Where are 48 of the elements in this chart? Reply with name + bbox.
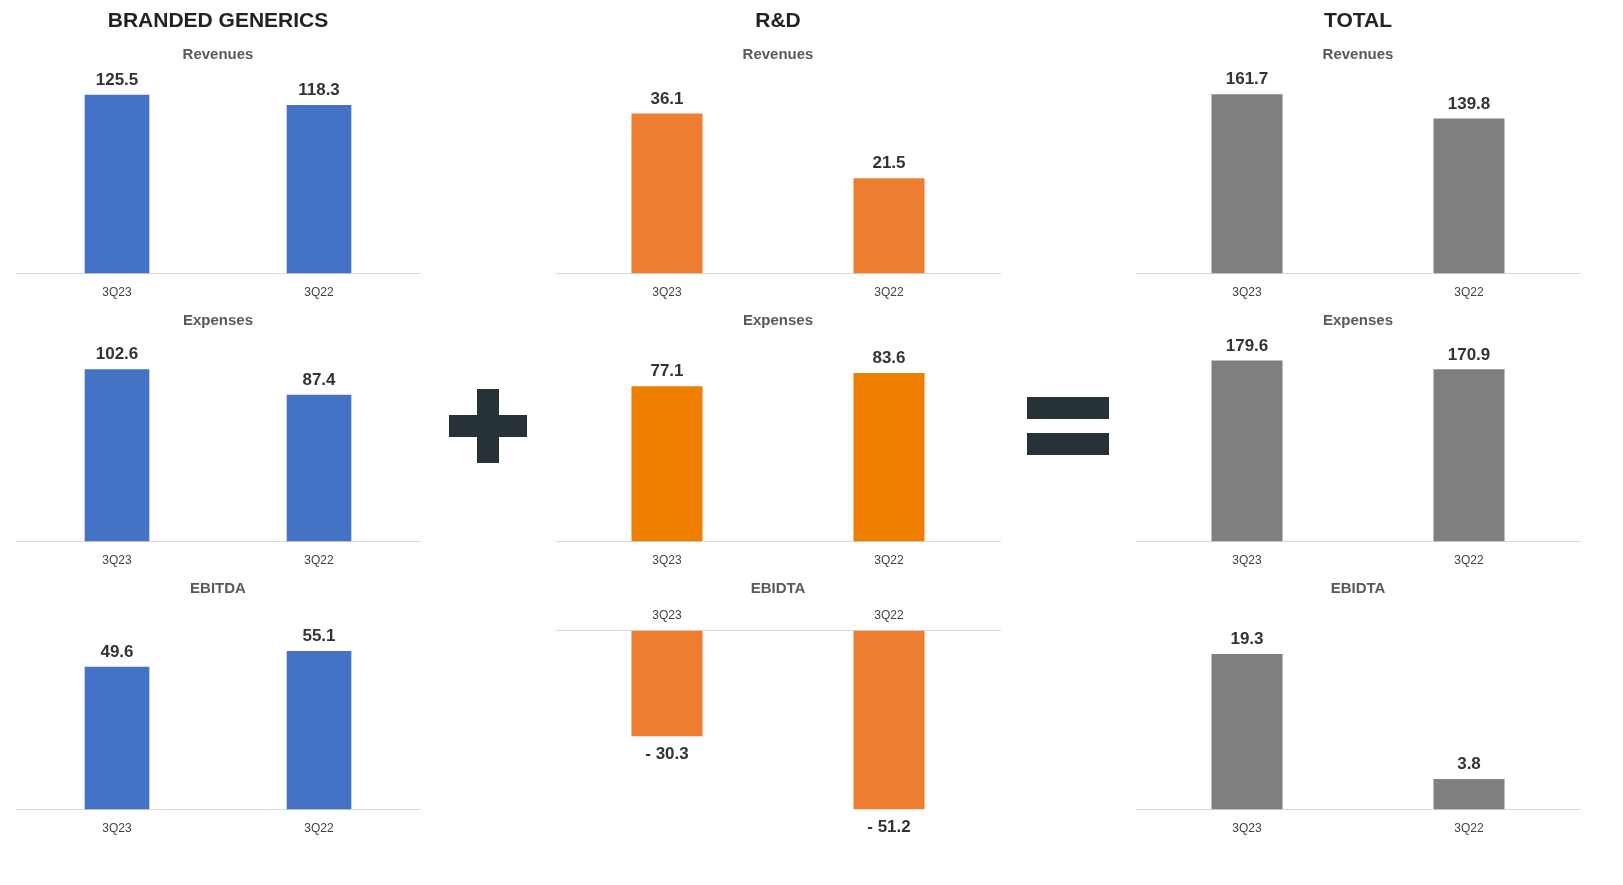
data-label: 125.5 (95, 69, 139, 89)
x-tick-label: 3Q22 (874, 285, 904, 300)
data-label: 19.3 (1230, 629, 1264, 649)
data-label: 3.8 (1457, 754, 1481, 774)
chart-subtitle: Revenues (742, 45, 814, 63)
chart-title: EBITDA (190, 579, 247, 597)
chart-title: BRANDED GENERICS (106, 8, 330, 33)
x-tick-label: 3Q23 (102, 821, 132, 836)
data-label: 161.7 (1225, 69, 1269, 89)
x-tick-label: 3Q22 (1454, 553, 1484, 568)
x-tick-label: 3Q22 (304, 553, 334, 568)
x-tick-label: 3Q22 (304, 285, 334, 300)
x-tick-label: 3Q23 (102, 285, 132, 300)
chart-title: TOTAL (1322, 8, 1393, 33)
x-tick-label: 3Q23 (1232, 285, 1262, 300)
x-tick-label: 3Q23 (1232, 821, 1262, 836)
x-tick-label: 3Q22 (874, 553, 904, 568)
x-tick-label: 3Q22 (1454, 821, 1484, 836)
x-tick-label: 3Q23 (1232, 553, 1262, 568)
x-tick-label: 3Q23 (652, 553, 682, 568)
x-tick-label: 3Q22 (874, 607, 904, 622)
data-label: 118.3 (298, 80, 340, 100)
chart-subtitle: Revenues (182, 45, 254, 63)
chart-title: Expenses (182, 311, 254, 329)
x-tick-label: 3Q22 (304, 821, 334, 836)
chart-title: Expenses (1322, 311, 1394, 329)
x-tick-label: 3Q22 (1454, 285, 1484, 300)
data-label: 49.6 (100, 641, 134, 661)
chart-title: EBIDTA (1330, 579, 1386, 597)
x-tick-label: 3Q23 (102, 553, 132, 568)
data-label: 139.8 (1447, 93, 1491, 113)
data-label: 83.6 (872, 348, 906, 368)
chart-title: EBIDTA (750, 579, 806, 597)
data-label: 102.6 (95, 344, 139, 364)
chart-title: R&D (754, 8, 802, 33)
data-label: - 30.3 (645, 744, 689, 764)
chart-subtitle: Revenues (1322, 45, 1394, 63)
data-label: 77.1 (650, 361, 684, 381)
chart-title: Expenses (742, 311, 814, 329)
data-label: 21.5 (872, 153, 906, 173)
data-label: 170.9 (1447, 344, 1491, 364)
data-label: 36.1 (650, 88, 684, 108)
x-tick-label: 3Q23 (652, 285, 682, 300)
x-tick-label: 3Q23 (652, 607, 682, 622)
data-label: 87.4 (302, 369, 337, 389)
data-label: - 51.2 (867, 817, 911, 837)
data-label: 179.6 (1225, 335, 1269, 355)
data-label: 55.1 (302, 626, 336, 646)
